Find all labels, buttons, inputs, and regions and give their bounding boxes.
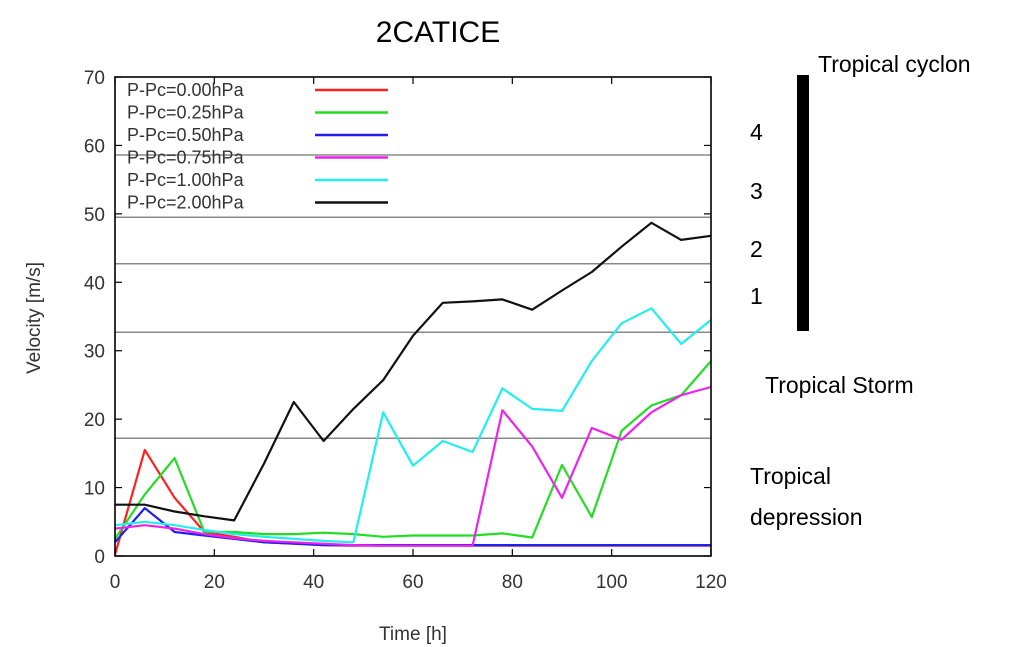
y-tick-label: 40 <box>84 273 105 294</box>
legend-label-0: P-Pc=0.00hPa <box>127 80 245 100</box>
y-tick-label: 30 <box>84 342 105 363</box>
series-line-3 <box>114 385 712 547</box>
x-tick-label: 20 <box>204 572 225 593</box>
label-tropical-storm: Tropical Storm <box>765 372 914 398</box>
series-line-2 <box>114 507 711 547</box>
label-category-4: 4 <box>750 119 763 145</box>
legend-label-1: P-Pc=0.25hPa <box>127 103 245 123</box>
legend-label-3: P-Pc=0.75hPa <box>127 148 245 168</box>
legend-label-5: P-Pc=2.00hPa <box>127 193 245 213</box>
x-tick-label: 60 <box>402 572 423 593</box>
y-tick-label: 10 <box>84 479 105 500</box>
series-line-1 <box>114 360 712 540</box>
y-tick-label: 70 <box>84 68 105 89</box>
x-tick-label: 0 <box>110 572 121 593</box>
x-tick-label: 80 <box>502 572 523 593</box>
x-axis-label: Time [h] <box>379 624 447 645</box>
x-axis-ticks: 0 20 40 60 80 100 120 <box>110 77 727 593</box>
label-category-1: 1 <box>750 283 763 309</box>
label-category-2: 2 <box>750 236 763 262</box>
y-tick-label: 50 <box>84 205 105 226</box>
y-tick-label: 60 <box>84 136 105 157</box>
series-line-4 <box>114 307 712 544</box>
x-tick-label: 100 <box>596 572 628 593</box>
legend-label-2: P-Pc=0.50hPa <box>127 125 245 145</box>
chart-title: 2CATICE <box>376 16 500 49</box>
label-tropical-depression-line2: depression <box>750 504 863 530</box>
x-tick-label: 120 <box>695 572 727 593</box>
series-line-5 <box>115 221 712 522</box>
y-tick-label: 20 <box>84 410 105 431</box>
label-tropical-depression-line1: Tropical <box>750 463 831 489</box>
cyclone-range-bar <box>797 75 809 331</box>
label-tropical-cyclone: Tropical cyclon <box>818 51 971 77</box>
legend-label-4: P-Pc=1.00hPa <box>127 170 245 190</box>
series-lines <box>113 221 712 555</box>
y-axis-ticks: 0 10 20 30 40 50 60 70 <box>84 68 711 568</box>
x-tick-label: 40 <box>303 572 324 593</box>
intensity-threshold-lines <box>115 154 711 440</box>
y-tick-label: 0 <box>94 547 105 568</box>
label-category-3: 3 <box>750 178 763 204</box>
y-axis-label: Velocity [m/s] <box>24 262 45 374</box>
